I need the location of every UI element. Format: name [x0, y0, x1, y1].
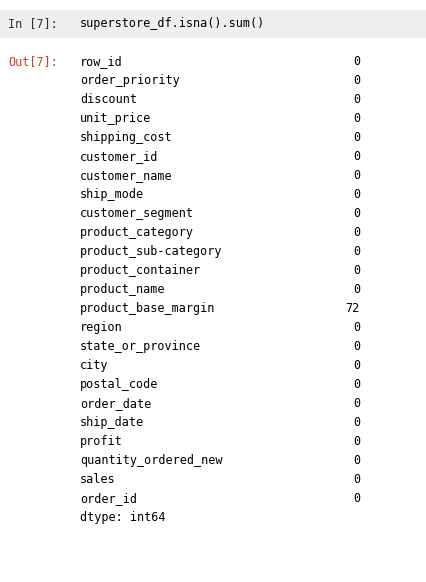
Text: sales: sales: [80, 473, 115, 486]
Text: postal_code: postal_code: [80, 378, 158, 391]
Text: 0: 0: [352, 454, 359, 467]
Text: In [7]:: In [7]:: [8, 17, 58, 30]
Text: 0: 0: [352, 492, 359, 505]
Text: 0: 0: [352, 378, 359, 391]
Text: customer_segment: customer_segment: [80, 207, 193, 220]
Text: 0: 0: [352, 169, 359, 182]
Text: 0: 0: [352, 435, 359, 448]
Text: 0: 0: [352, 74, 359, 87]
Text: order_date: order_date: [80, 397, 151, 410]
Text: unit_price: unit_price: [80, 112, 151, 125]
Text: 0: 0: [352, 93, 359, 106]
Text: discount: discount: [80, 93, 137, 106]
Text: 0: 0: [352, 150, 359, 163]
Text: 0: 0: [352, 226, 359, 239]
Text: product_category: product_category: [80, 226, 193, 239]
Text: 0: 0: [352, 207, 359, 220]
Text: quantity_ordered_new: quantity_ordered_new: [80, 454, 222, 467]
Text: product_base_margin: product_base_margin: [80, 302, 215, 315]
Text: ship_mode: ship_mode: [80, 188, 144, 201]
Text: order_id: order_id: [80, 492, 137, 505]
Text: shipping_cost: shipping_cost: [80, 131, 172, 144]
Text: 0: 0: [352, 245, 359, 258]
Text: 0: 0: [352, 188, 359, 201]
Text: 0: 0: [352, 112, 359, 125]
Text: superstore_df.isna().sum(): superstore_df.isna().sum(): [80, 17, 265, 30]
Text: product_container: product_container: [80, 264, 201, 277]
Text: order_priority: order_priority: [80, 74, 179, 87]
Text: 72: 72: [345, 302, 359, 315]
Text: product_sub-category: product_sub-category: [80, 245, 222, 258]
Text: 0: 0: [352, 416, 359, 429]
Text: 0: 0: [352, 397, 359, 410]
Text: 0: 0: [352, 340, 359, 353]
FancyBboxPatch shape: [0, 10, 426, 38]
Text: 0: 0: [352, 131, 359, 144]
Text: customer_id: customer_id: [80, 150, 158, 163]
Text: 0: 0: [352, 283, 359, 296]
Text: 0: 0: [352, 359, 359, 372]
Text: Out[7]:: Out[7]:: [8, 55, 58, 68]
Text: ship_date: ship_date: [80, 416, 144, 429]
Text: state_or_province: state_or_province: [80, 340, 201, 353]
Text: row_id: row_id: [80, 55, 122, 68]
Text: product_name: product_name: [80, 283, 165, 296]
Text: profit: profit: [80, 435, 122, 448]
Text: dtype: int64: dtype: int64: [80, 511, 165, 524]
Text: 0: 0: [352, 264, 359, 277]
Text: 0: 0: [352, 473, 359, 486]
Text: 0: 0: [352, 55, 359, 68]
Text: city: city: [80, 359, 108, 372]
Text: 0: 0: [352, 321, 359, 334]
Text: customer_name: customer_name: [80, 169, 172, 182]
Text: region: region: [80, 321, 122, 334]
